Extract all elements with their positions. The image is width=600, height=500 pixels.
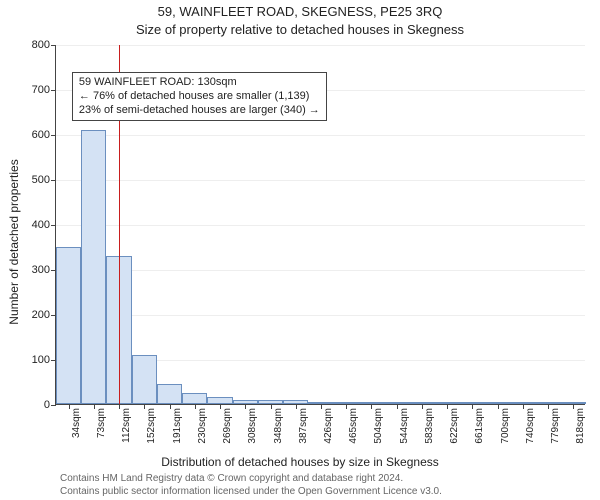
xtick-mark <box>271 404 272 409</box>
xtick-label: 387sqm <box>298 408 309 444</box>
ytick-label: 400 <box>32 219 56 231</box>
histogram-bar <box>157 384 182 404</box>
xtick-label: 700sqm <box>500 408 511 444</box>
xtick-mark <box>321 404 322 409</box>
xtick-mark <box>523 404 524 409</box>
chart-title: 59, WAINFLEET ROAD, SKEGNESS, PE25 3RQ <box>0 4 600 19</box>
xtick-mark <box>69 404 70 409</box>
grid-line <box>56 270 585 271</box>
chart-subtitle: Size of property relative to detached ho… <box>0 22 600 37</box>
xtick-mark <box>498 404 499 409</box>
annotation-line: ← 76% of detached houses are smaller (1,… <box>79 90 320 104</box>
xtick-mark <box>548 404 549 409</box>
annotation-line: 59 WAINFLEET ROAD: 130sqm <box>79 76 320 90</box>
xtick-label: 152sqm <box>146 408 157 444</box>
xtick-label: 622sqm <box>449 408 460 444</box>
histogram-bar <box>207 397 232 404</box>
xtick-label: 269sqm <box>222 408 233 444</box>
xtick-mark <box>170 404 171 409</box>
ytick-label: 700 <box>32 84 56 96</box>
annotation-line: 23% of semi-detached houses are larger (… <box>79 104 320 118</box>
histogram-bar <box>182 393 207 404</box>
xtick-label: 34sqm <box>71 408 82 438</box>
xtick-mark <box>220 404 221 409</box>
xtick-label: 112sqm <box>121 408 132 443</box>
xtick-mark <box>397 404 398 409</box>
xtick-mark <box>422 404 423 409</box>
ytick-label: 500 <box>32 174 56 186</box>
ytick-label: 200 <box>32 309 56 321</box>
ytick-label: 0 <box>44 399 56 411</box>
xtick-mark <box>296 404 297 409</box>
xtick-mark <box>94 404 95 409</box>
footer-line-1: Contains HM Land Registry data © Crown c… <box>60 473 403 484</box>
ytick-label: 300 <box>32 264 56 276</box>
xtick-label: 661sqm <box>474 408 485 444</box>
xtick-label: 779sqm <box>550 408 561 444</box>
grid-line <box>56 45 585 46</box>
xtick-label: 544sqm <box>399 408 410 444</box>
ytick-label: 600 <box>32 129 56 141</box>
ytick-label: 100 <box>32 354 56 366</box>
grid-line <box>56 225 585 226</box>
xtick-label: 504sqm <box>373 408 384 444</box>
ytick-label: 800 <box>32 39 56 51</box>
x-axis-label: Distribution of detached houses by size … <box>0 455 600 469</box>
xtick-label: 465sqm <box>348 408 359 444</box>
annotation-box: 59 WAINFLEET ROAD: 130sqm← 76% of detach… <box>72 72 327 121</box>
grid-line <box>56 135 585 136</box>
xtick-label: 191sqm <box>172 408 183 444</box>
xtick-label: 348sqm <box>273 408 284 444</box>
xtick-label: 740sqm <box>525 408 536 444</box>
xtick-label: 818sqm <box>575 408 586 444</box>
grid-line <box>56 315 585 316</box>
xtick-mark <box>119 404 120 409</box>
xtick-label: 308sqm <box>247 408 258 444</box>
plot-area: 010020030040050060070080034sqm73sqm112sq… <box>55 45 585 405</box>
xtick-mark <box>195 404 196 409</box>
y-axis-label: Number of detached properties <box>7 32 21 452</box>
histogram-bar <box>81 130 106 405</box>
grid-line <box>56 180 585 181</box>
xtick-label: 583sqm <box>424 408 435 444</box>
xtick-label: 73sqm <box>96 408 107 438</box>
histogram-bar <box>132 355 157 405</box>
xtick-label: 230sqm <box>197 408 208 444</box>
xtick-label: 426sqm <box>323 408 334 444</box>
footer-line-2: Contains public sector information licen… <box>60 486 442 497</box>
histogram-bar <box>56 247 81 405</box>
